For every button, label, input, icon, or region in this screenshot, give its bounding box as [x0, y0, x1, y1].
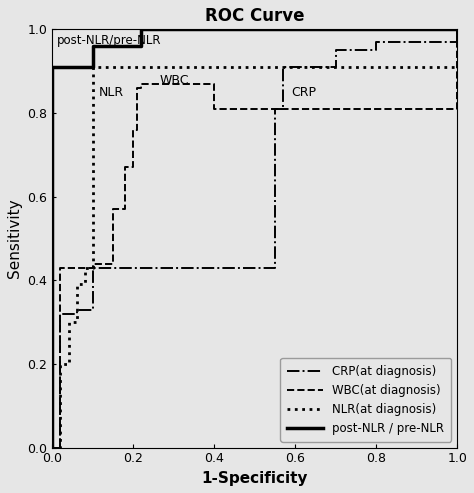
NLR(at diagnosis) — [66, 319, 72, 325]
post-NLR / pre-NLR — [138, 43, 144, 49]
NLR(at diagnosis) — [49, 445, 55, 451]
X-axis label: 1-Specificity: 1-Specificity — [201, 471, 308, 486]
WBC(at diagnosis) — [90, 261, 96, 267]
NLR(at diagnosis) — [82, 265, 88, 271]
Text: NLR: NLR — [99, 86, 124, 99]
CRP(at diagnosis) — [280, 64, 286, 70]
WBC(at diagnosis) — [110, 206, 116, 212]
Text: CRP: CRP — [291, 86, 316, 99]
NLR(at diagnosis) — [90, 64, 96, 70]
post-NLR / pre-NLR — [49, 445, 55, 451]
post-NLR / pre-NLR — [49, 64, 55, 70]
WBC(at diagnosis) — [211, 106, 217, 112]
CRP(at diagnosis) — [58, 311, 64, 317]
post-NLR / pre-NLR — [90, 64, 96, 70]
Line: NLR(at diagnosis): NLR(at diagnosis) — [52, 67, 457, 448]
NLR(at diagnosis) — [454, 64, 460, 70]
CRP(at diagnosis) — [49, 445, 55, 451]
CRP(at diagnosis) — [333, 47, 338, 53]
WBC(at diagnosis) — [58, 265, 64, 271]
CRP(at diagnosis) — [66, 311, 72, 317]
Line: WBC(at diagnosis): WBC(at diagnosis) — [52, 29, 457, 448]
CRP(at diagnosis) — [374, 39, 379, 45]
NLR(at diagnosis) — [90, 261, 96, 267]
post-NLR / pre-NLR — [138, 26, 144, 32]
WBC(at diagnosis) — [171, 81, 177, 87]
WBC(at diagnosis) — [454, 26, 460, 32]
CRP(at diagnosis) — [130, 265, 136, 271]
CRP(at diagnosis) — [414, 39, 419, 45]
post-NLR / pre-NLR — [454, 26, 460, 32]
Title: ROC Curve: ROC Curve — [205, 7, 304, 25]
WBC(at diagnosis) — [151, 81, 156, 87]
WBC(at diagnosis) — [122, 164, 128, 170]
Line: post-NLR / pre-NLR: post-NLR / pre-NLR — [52, 29, 457, 448]
WBC(at diagnosis) — [138, 81, 144, 87]
WBC(at diagnosis) — [130, 127, 136, 133]
NLR(at diagnosis) — [58, 361, 64, 367]
WBC(at diagnosis) — [70, 265, 75, 271]
WBC(at diagnosis) — [49, 445, 55, 451]
CRP(at diagnosis) — [74, 307, 80, 313]
Legend: CRP(at diagnosis), WBC(at diagnosis), NLR(at diagnosis), post-NLR / pre-NLR: CRP(at diagnosis), WBC(at diagnosis), NL… — [280, 358, 451, 442]
post-NLR / pre-NLR — [90, 43, 96, 49]
CRP(at diagnosis) — [90, 265, 96, 271]
NLR(at diagnosis) — [74, 282, 80, 287]
CRP(at diagnosis) — [110, 265, 116, 271]
Text: WBC: WBC — [160, 73, 189, 87]
CRP(at diagnosis) — [211, 265, 217, 271]
WBC(at diagnosis) — [135, 85, 140, 91]
Line: CRP(at diagnosis): CRP(at diagnosis) — [52, 29, 457, 448]
Y-axis label: Sensitivity: Sensitivity — [7, 199, 22, 278]
CRP(at diagnosis) — [272, 106, 278, 112]
Text: post-NLR/pre-NLR: post-NLR/pre-NLR — [56, 34, 161, 47]
CRP(at diagnosis) — [454, 26, 460, 32]
